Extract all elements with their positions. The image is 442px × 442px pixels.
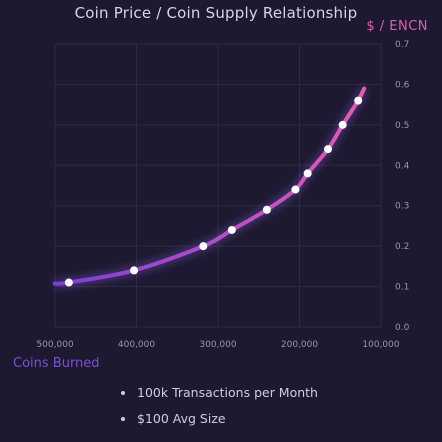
y-ticks: 0.0 0.1 0.2 0.3 0.4 0.5 0.6 0.7: [395, 40, 410, 333]
data-point: [227, 225, 236, 234]
notes-list: 100k Transactions per Month $100 Avg Siz…: [121, 384, 318, 436]
bullet-icon: [121, 417, 125, 421]
grid: [54, 43, 382, 328]
bullet-icon: [121, 391, 125, 395]
y-tick-label: 0.0: [395, 323, 410, 333]
data-point: [303, 169, 312, 178]
chart-title: Coin Price / Coin Supply Relationship: [74, 4, 358, 22]
y-tick-label: 0.6: [395, 80, 410, 90]
note-text: $100 Avg Size: [137, 411, 226, 426]
x-axis-label: Coins Burned: [13, 356, 100, 371]
note-text: 100k Transactions per Month: [137, 385, 318, 400]
series-line-glow: [54, 86, 369, 289]
x-ticks: 500,000 400,000 300,000 200,000 100,000: [36, 340, 399, 350]
data-point: [354, 96, 363, 105]
x-tick-label: 500,000: [36, 340, 73, 350]
x-tick-label: 200,000: [281, 340, 318, 350]
y-tick-label: 0.2: [395, 242, 409, 252]
note-item: $100 Avg Size: [121, 410, 318, 436]
y-tick-label: 0.1: [395, 283, 409, 293]
x-tick-label: 100,000: [362, 340, 399, 350]
data-point: [338, 120, 347, 129]
data-point: [64, 278, 73, 287]
x-tick-label: 400,000: [118, 340, 155, 350]
y-tick-label: 0.4: [395, 161, 410, 171]
y-axis-label: $ / ENCN: [366, 19, 428, 34]
x-tick-label: 300,000: [199, 340, 236, 350]
y-tick-label: 0.3: [395, 202, 409, 212]
data-point: [291, 185, 300, 194]
note-item: 100k Transactions per Month: [121, 384, 318, 410]
series-line: [52, 86, 367, 286]
data-point: [262, 205, 271, 214]
data-point: [199, 242, 208, 251]
y-tick-label: 0.5: [395, 121, 409, 131]
y-tick-label: 0.7: [395, 40, 409, 50]
series: [52, 86, 369, 289]
data-point: [130, 266, 139, 275]
data-point: [324, 145, 333, 154]
